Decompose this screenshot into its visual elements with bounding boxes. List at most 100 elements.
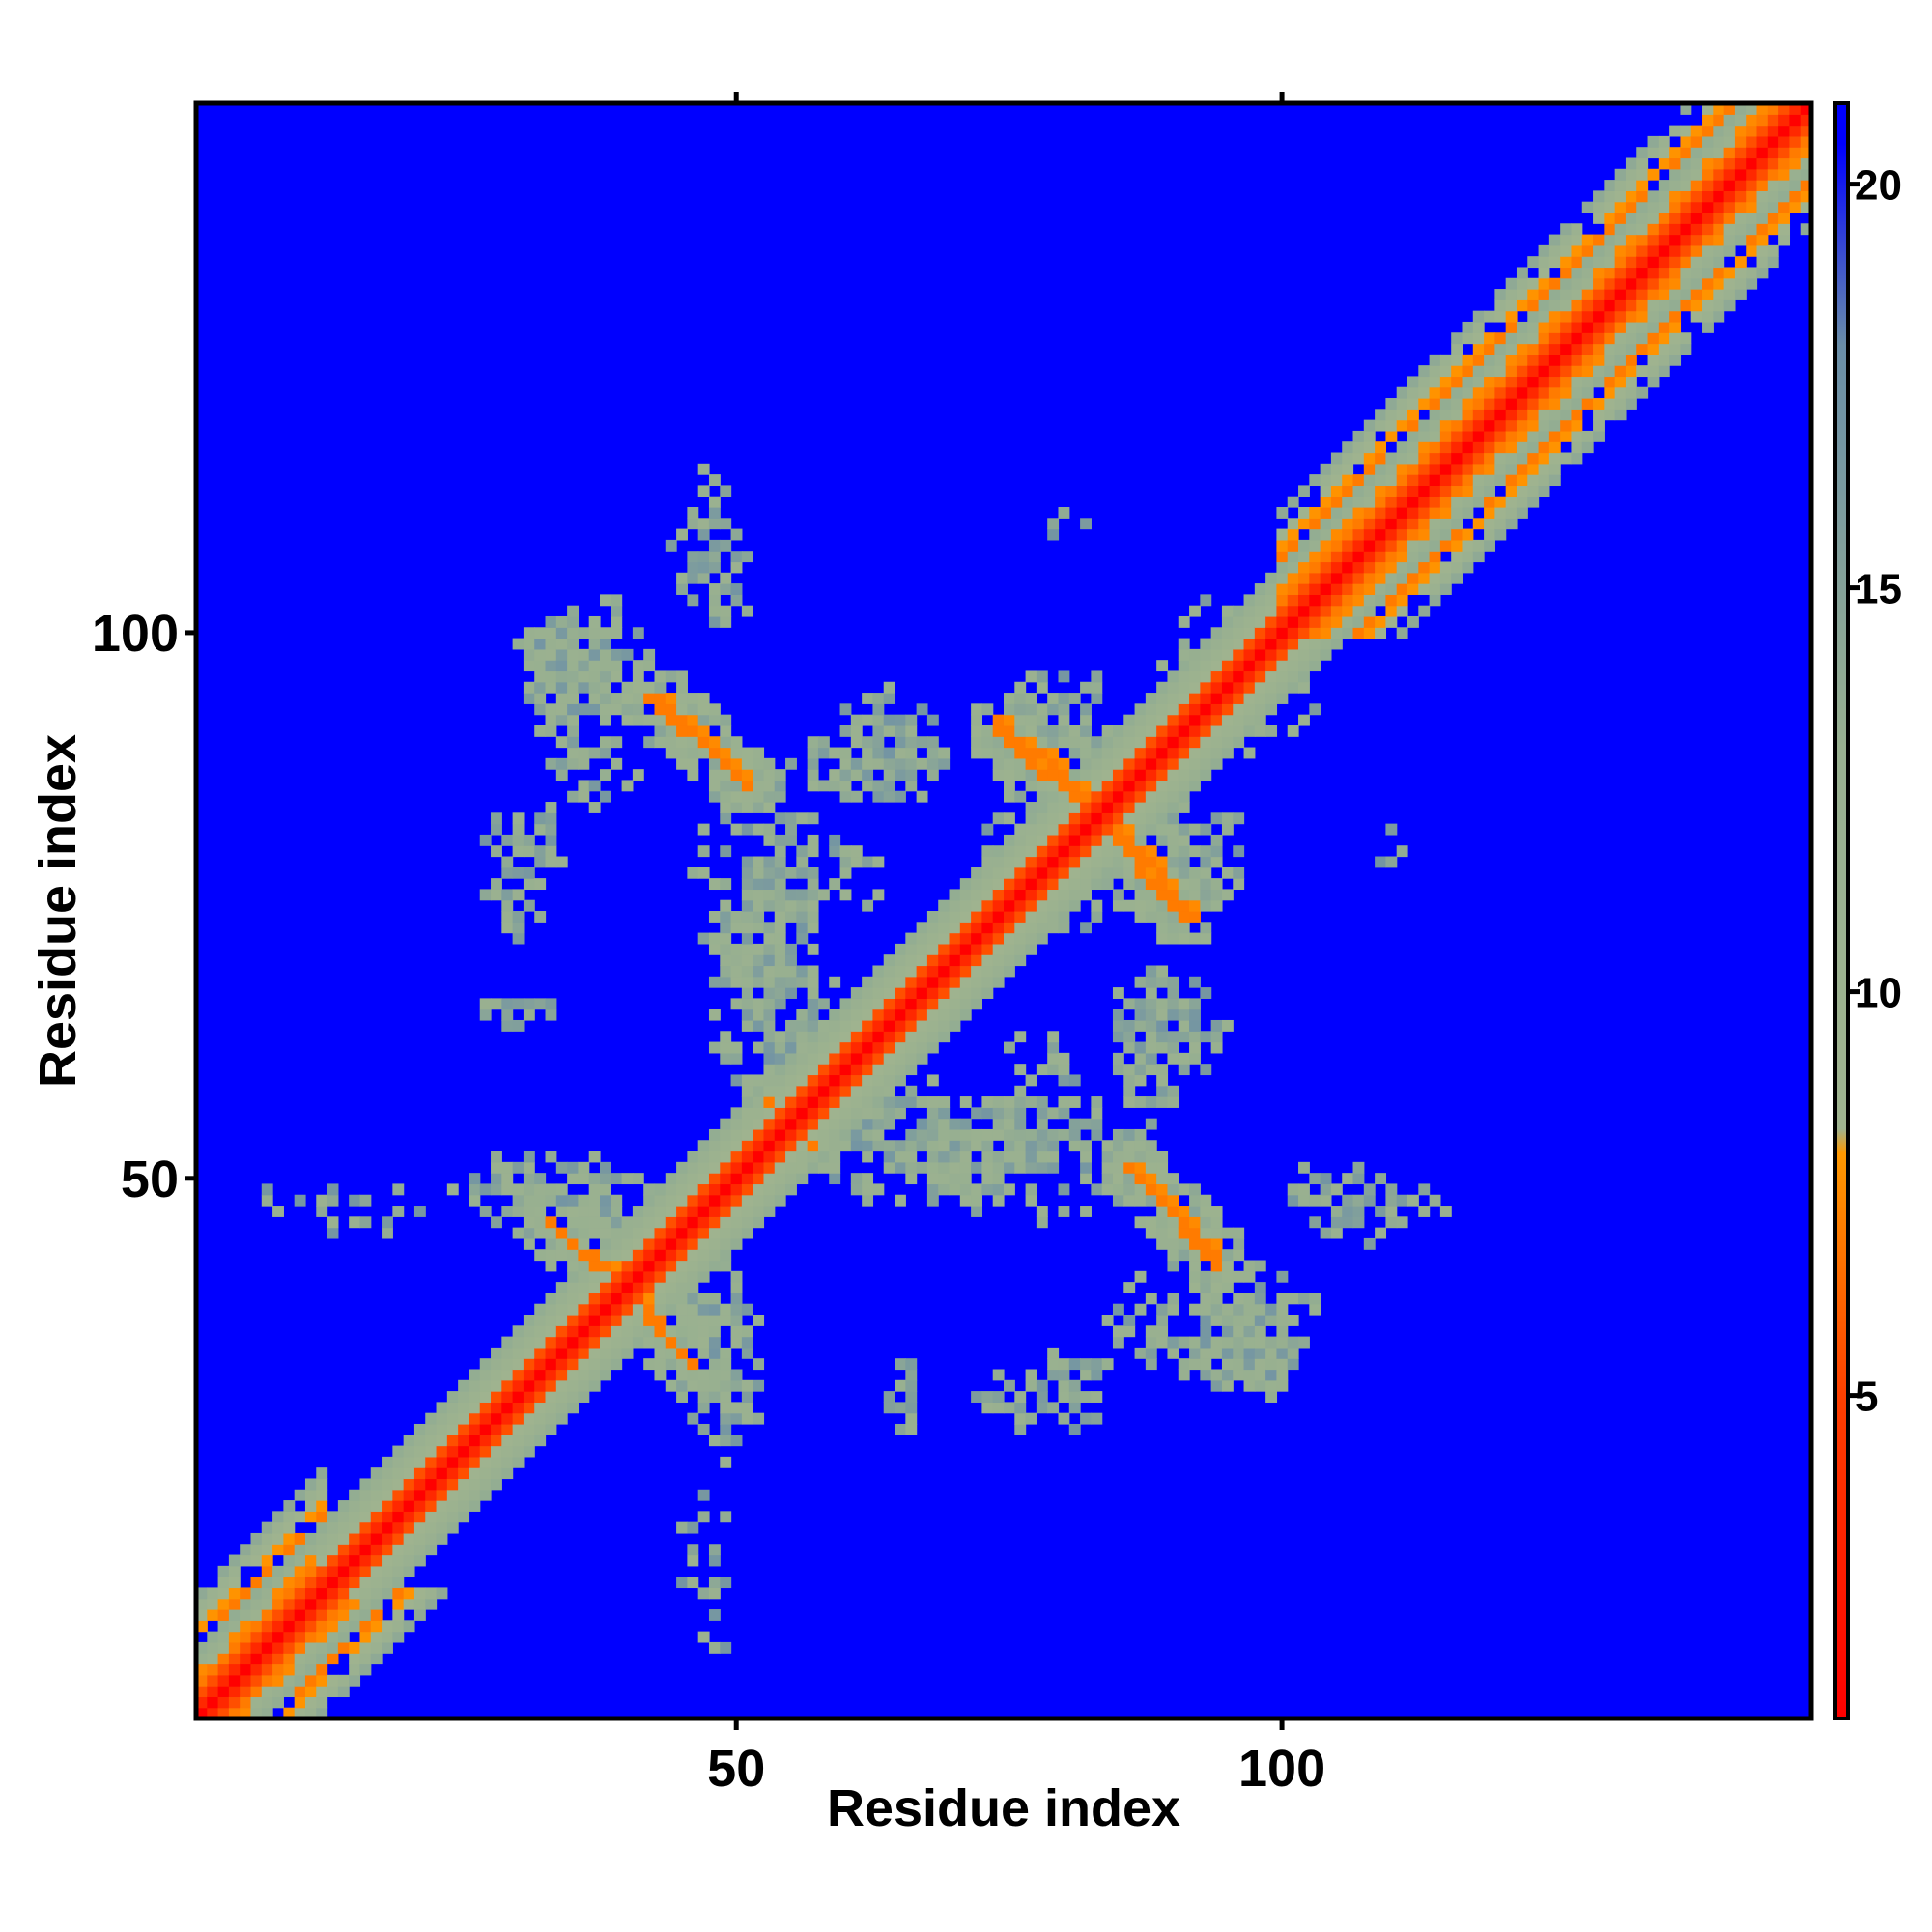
heatmap-cell	[1418, 419, 1431, 432]
heatmap-cell	[1101, 834, 1114, 846]
heatmap-cell	[1298, 670, 1310, 683]
heatmap-cell	[1647, 135, 1660, 148]
heatmap-cell	[1527, 321, 1540, 333]
heatmap-cell	[1112, 823, 1124, 836]
heatmap-cell	[545, 1369, 557, 1381]
heatmap-cell	[1690, 168, 1703, 181]
heatmap-cell	[1298, 605, 1310, 617]
heatmap-cell	[1593, 201, 1605, 213]
heatmap-cell	[1309, 474, 1321, 487]
heatmap-cell	[1167, 889, 1179, 901]
heatmap-cell	[479, 1358, 492, 1371]
heatmap-cell	[413, 1478, 426, 1491]
heatmap-cell	[1254, 681, 1266, 694]
heatmap-cell	[1342, 539, 1354, 552]
heatmap-cell	[545, 1402, 557, 1414]
heatmap-cell	[1156, 1031, 1169, 1043]
heatmap-cell	[600, 1270, 611, 1283]
heatmap-cell	[1396, 496, 1408, 508]
heatmap-cell	[217, 1631, 230, 1643]
heatmap-cell	[916, 1041, 928, 1054]
heatmap-cell	[578, 1161, 590, 1174]
heatmap-cell	[643, 1206, 656, 1217]
heatmap-cell	[1014, 790, 1027, 803]
heatmap-cell	[1342, 551, 1354, 563]
heatmap-cell	[578, 1347, 590, 1359]
heatmap-cell	[1189, 998, 1201, 1010]
heatmap-cell	[1538, 299, 1550, 312]
heatmap-cell	[829, 1161, 841, 1174]
heatmap-cell	[1713, 212, 1725, 224]
heatmap-cell	[1004, 693, 1015, 704]
heatmap-cell	[1036, 867, 1048, 879]
heatmap-cell	[1625, 168, 1637, 181]
heatmap-cell	[207, 1674, 219, 1687]
heatmap-cell	[774, 1074, 786, 1087]
heatmap-cell	[567, 615, 580, 628]
heatmap-cell	[1254, 1379, 1266, 1392]
heatmap-cell	[916, 703, 928, 716]
heatmap-cell	[839, 1009, 852, 1021]
heatmap-cell	[1462, 409, 1474, 421]
heatmap-cell	[785, 1183, 797, 1196]
heatmap-cell	[708, 1641, 721, 1654]
heatmap-cell	[294, 1631, 306, 1643]
heatmap-cell	[1200, 1216, 1212, 1229]
heatmap-cell	[1134, 1041, 1147, 1054]
heatmap-cell	[872, 1074, 885, 1087]
heatmap-cell	[392, 1554, 405, 1567]
heatmap-cell	[1200, 1336, 1212, 1349]
heatmap-cell	[512, 845, 525, 858]
heatmap-cell	[1210, 1019, 1223, 1032]
heatmap-cell	[588, 660, 601, 672]
heatmap-cell	[1210, 627, 1223, 639]
heatmap-cell	[1047, 790, 1060, 803]
heatmap-cell	[676, 1379, 688, 1392]
heatmap-cell	[665, 1194, 677, 1207]
heatmap-cell	[1636, 386, 1649, 399]
heatmap-cell	[382, 1467, 393, 1480]
heatmap-cell	[403, 1598, 415, 1610]
heatmap-cell	[403, 1445, 415, 1458]
heatmap-cell	[1221, 812, 1234, 825]
heatmap-cell	[1167, 823, 1179, 836]
heatmap-cell	[392, 1577, 405, 1589]
heatmap-cell	[1167, 769, 1179, 781]
heatmap-cell	[1451, 419, 1463, 432]
heatmap-cell	[1047, 769, 1060, 781]
heatmap-cell	[1636, 223, 1649, 236]
heatmap-cell	[850, 1107, 863, 1120]
heatmap-cell	[501, 1402, 514, 1414]
heatmap-cell	[621, 693, 634, 704]
heatmap-cell	[1604, 234, 1616, 246]
heatmap-cell	[1636, 332, 1649, 345]
heatmap-cell	[392, 1500, 405, 1512]
heatmap-cell	[370, 1532, 383, 1545]
heatmap-cell	[1320, 1183, 1332, 1196]
heatmap-cell	[796, 1128, 809, 1141]
heatmap-cell	[1472, 518, 1485, 530]
heatmap-cell	[632, 703, 644, 716]
heatmap-cell	[1221, 615, 1234, 628]
heatmap-cell	[1418, 463, 1431, 475]
heatmap-cell	[850, 998, 863, 1010]
heatmap-cell	[1789, 201, 1802, 213]
heatmap-cell	[1342, 615, 1354, 628]
heatmap-cell	[1047, 834, 1060, 846]
heatmap-cell	[1746, 147, 1758, 159]
heatmap-cell	[1004, 1118, 1015, 1130]
heatmap-cell	[512, 1402, 525, 1414]
heatmap-cell	[1669, 343, 1682, 355]
heatmap-cell	[708, 757, 721, 770]
heatmap-cell	[905, 1009, 918, 1021]
heatmap-cell	[1167, 1096, 1179, 1108]
heatmap-cell	[753, 943, 765, 955]
heatmap-cell	[1091, 693, 1103, 704]
heatmap-cell	[829, 1031, 841, 1043]
heatmap-cell	[316, 1598, 328, 1610]
heatmap-cell	[1134, 911, 1147, 923]
heatmap-cell	[1123, 1031, 1136, 1043]
heatmap-cell	[697, 1216, 710, 1229]
heatmap-cell	[796, 1052, 809, 1065]
heatmap-cell	[708, 976, 721, 988]
